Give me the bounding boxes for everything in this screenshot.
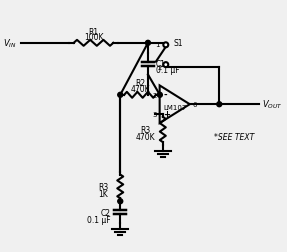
Text: 0.1 μF: 0.1 μF bbox=[156, 66, 179, 75]
Text: 2: 2 bbox=[152, 92, 157, 99]
Text: $V_{OUT}$: $V_{OUT}$ bbox=[262, 99, 282, 111]
Text: 0.1 μF: 0.1 μF bbox=[87, 215, 110, 224]
Text: 2: 2 bbox=[158, 64, 162, 70]
Text: 470K: 470K bbox=[130, 84, 150, 93]
Text: C2: C2 bbox=[100, 208, 110, 217]
Text: 470K: 470K bbox=[135, 132, 155, 141]
Circle shape bbox=[146, 41, 150, 46]
Text: 100K: 100K bbox=[84, 33, 103, 42]
Text: $V_{IN}$: $V_{IN}$ bbox=[3, 38, 16, 50]
Text: R2: R2 bbox=[135, 79, 145, 87]
Text: LM107: LM107 bbox=[163, 105, 186, 111]
Circle shape bbox=[118, 199, 123, 204]
Circle shape bbox=[163, 63, 168, 68]
Text: -: - bbox=[164, 91, 167, 100]
Text: 6: 6 bbox=[193, 102, 197, 108]
Text: R3: R3 bbox=[141, 125, 151, 134]
Text: R1: R1 bbox=[88, 28, 98, 37]
Text: *SEE TEXT: *SEE TEXT bbox=[214, 133, 255, 142]
Text: C1: C1 bbox=[156, 60, 166, 69]
Text: 1K: 1K bbox=[99, 189, 108, 198]
Circle shape bbox=[118, 93, 123, 98]
Text: R3: R3 bbox=[98, 182, 108, 191]
Text: +: + bbox=[164, 110, 170, 119]
Text: 1: 1 bbox=[155, 42, 160, 48]
Text: S1: S1 bbox=[174, 39, 183, 48]
Text: 3: 3 bbox=[152, 111, 157, 117]
Circle shape bbox=[157, 93, 162, 98]
Circle shape bbox=[217, 102, 222, 107]
Circle shape bbox=[163, 43, 168, 48]
